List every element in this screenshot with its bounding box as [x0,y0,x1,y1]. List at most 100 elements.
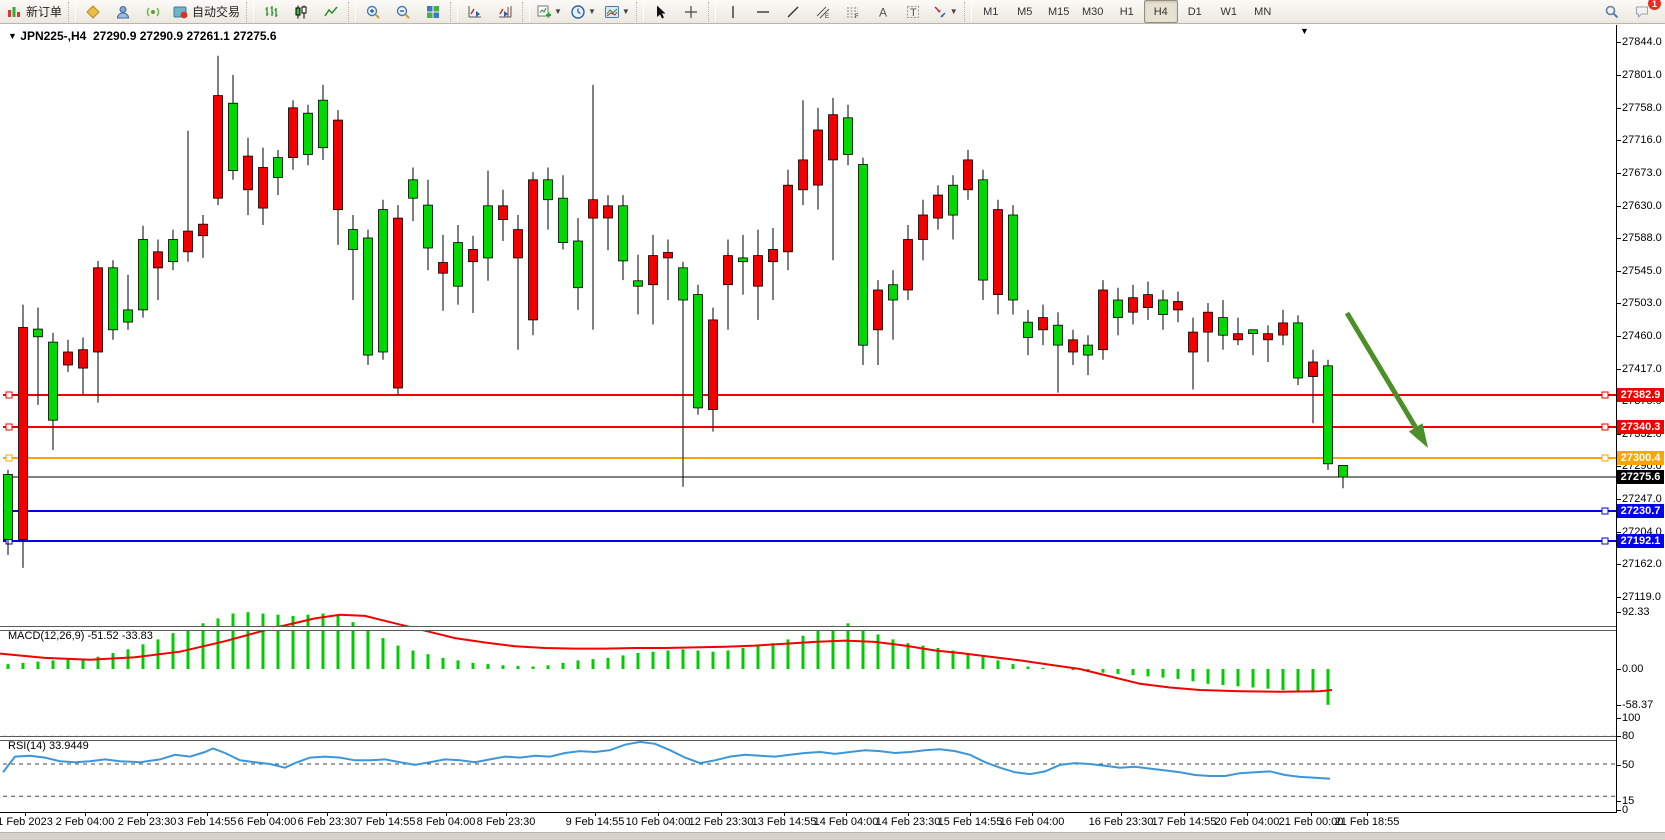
line-anchor[interactable] [1601,423,1609,431]
chart-symbol-period: JPN225-,H4 [20,29,87,43]
candle-body [498,205,508,221]
time-tick-mark [1247,812,1248,816]
vertical-line-tool[interactable] [718,0,748,23]
line-anchor[interactable] [1601,537,1609,545]
indicator-tick-label: 15 [1616,795,1635,807]
search-button[interactable] [1597,0,1627,23]
status-strip [0,832,1665,840]
time-tick-mark [784,812,785,816]
timeframe-bar: M1 M5 M15 M30 H1 H4 D1 W1 MN [974,0,1280,23]
time-tick-mark [846,812,847,816]
timeframe-m1-button[interactable]: M1 [983,5,999,18]
candle-body [528,179,538,321]
price-tick-label: 27758.0 [1617,102,1662,114]
metaquotes-button[interactable] [78,0,108,23]
candle-body [348,229,358,250]
community-button[interactable] [108,0,138,23]
text-label-tool[interactable]: T [898,0,928,23]
line-chart-icon [324,6,338,16]
price-tick-label: 27460.0 [1617,330,1662,342]
time-tick-mark [506,812,507,816]
arrows-tool[interactable]: ▼ [928,0,962,23]
notifications-button[interactable]: 1 [1627,0,1661,23]
candle-body [828,114,838,161]
candle-body [468,249,478,263]
candle-body [1023,321,1033,338]
chart-canvas[interactable] [0,25,1665,840]
line-anchor[interactable] [5,454,13,462]
timeframe-h4-button[interactable]: H4 [1143,0,1178,23]
toolbar-separator [635,1,644,22]
time-tick-label: 8 Feb 23:30 [476,816,536,828]
auto-scroll-icon [468,5,482,17]
chart-end-marker-icon[interactable]: ▼ [1300,26,1309,36]
ohlc-close: 27275.6 [233,29,277,43]
timeframe-m15-button[interactable]: M15 [1048,5,1070,18]
new-order-button[interactable]: 新订单 [2,0,66,23]
timeframe-m5-button[interactable]: M5 [1017,5,1033,18]
candle-body [423,204,433,249]
candle-body [783,184,793,253]
annotation-arrow-line[interactable] [1344,311,1422,436]
time-tick-label: 1 Feb 2023 [0,816,53,828]
bar-chart-mode-button[interactable] [256,0,286,23]
time-tick-mark [595,812,596,816]
trendline-tool[interactable] [778,0,808,23]
auto-trading-button[interactable]: 自动交易 [168,0,244,23]
zoom-in-button[interactable] [358,0,388,23]
line-chart-mode-button[interactable] [316,0,346,23]
timeframe-w1-button[interactable]: W1 [1220,5,1237,18]
new-chart-button[interactable]: ▼ [532,0,566,23]
crosshair-button[interactable] [676,0,706,23]
text-tool[interactable]: A [868,0,898,23]
candlestick-mode-button[interactable] [286,0,316,23]
channel-tool[interactable]: E [808,0,838,23]
candle-body [1233,333,1243,341]
crosshair-icon [684,5,697,18]
line-anchor[interactable] [5,391,13,399]
time-tick-label: 13 Feb 14:55 [751,816,817,828]
line-anchor[interactable] [5,423,13,431]
line-anchor[interactable] [1601,507,1609,515]
time-tick-mark [1184,812,1185,816]
candle-body [573,240,583,289]
annotation-arrow-head[interactable] [1408,423,1428,448]
price-tick-label: 27844.0 [1617,36,1662,48]
auto-scroll-button[interactable] [460,0,490,23]
zoom-out-button[interactable] [388,0,418,23]
line-anchor[interactable] [1601,454,1609,462]
rsi-pane-separator[interactable] [0,736,1617,741]
candle-body [633,280,643,287]
line-anchor[interactable] [1601,391,1609,399]
tile-windows-button[interactable] [418,0,448,23]
candle-body [78,349,88,369]
horizontal-line-icon [756,10,769,13]
candle-body [318,99,328,149]
timeframe-m30-button[interactable]: M30 [1082,5,1104,18]
collapse-triangle-icon[interactable]: ▼ [8,31,17,41]
candle-body [918,214,928,240]
period-button[interactable]: ▼ [566,0,600,23]
candle-body [1248,329,1258,334]
timeframe-mn-button[interactable]: MN [1254,5,1272,18]
macd-pane-separator[interactable] [0,626,1617,631]
horizontal-line-tool[interactable] [748,0,778,23]
signals-button[interactable] [138,0,168,23]
clock-icon [571,4,585,19]
fibonacci-tool[interactable]: F [838,0,868,23]
cursor-button[interactable] [646,0,676,23]
community-person-icon [117,5,130,18]
indicator-tick-label: 0 [1616,804,1629,816]
candle-body [33,328,43,338]
timeframe-h1-button[interactable]: H1 [1119,5,1134,18]
timeframe-d1-button[interactable]: D1 [1187,5,1202,18]
time-axis-line [0,812,1617,813]
chart-shift-button[interactable] [490,0,520,23]
time-tick-label: 21 Feb 00:00 [1278,816,1344,828]
template-button[interactable]: ▼ [600,0,634,23]
indicator-tick-label: 100 [1616,712,1641,724]
candle-body [453,242,463,287]
toolbar-separator [68,1,77,22]
chart-window[interactable]: ▼ JPN225-,H4 27290.9 27290.9 27261.1 272… [0,25,1665,840]
time-tick-mark [1311,812,1312,816]
